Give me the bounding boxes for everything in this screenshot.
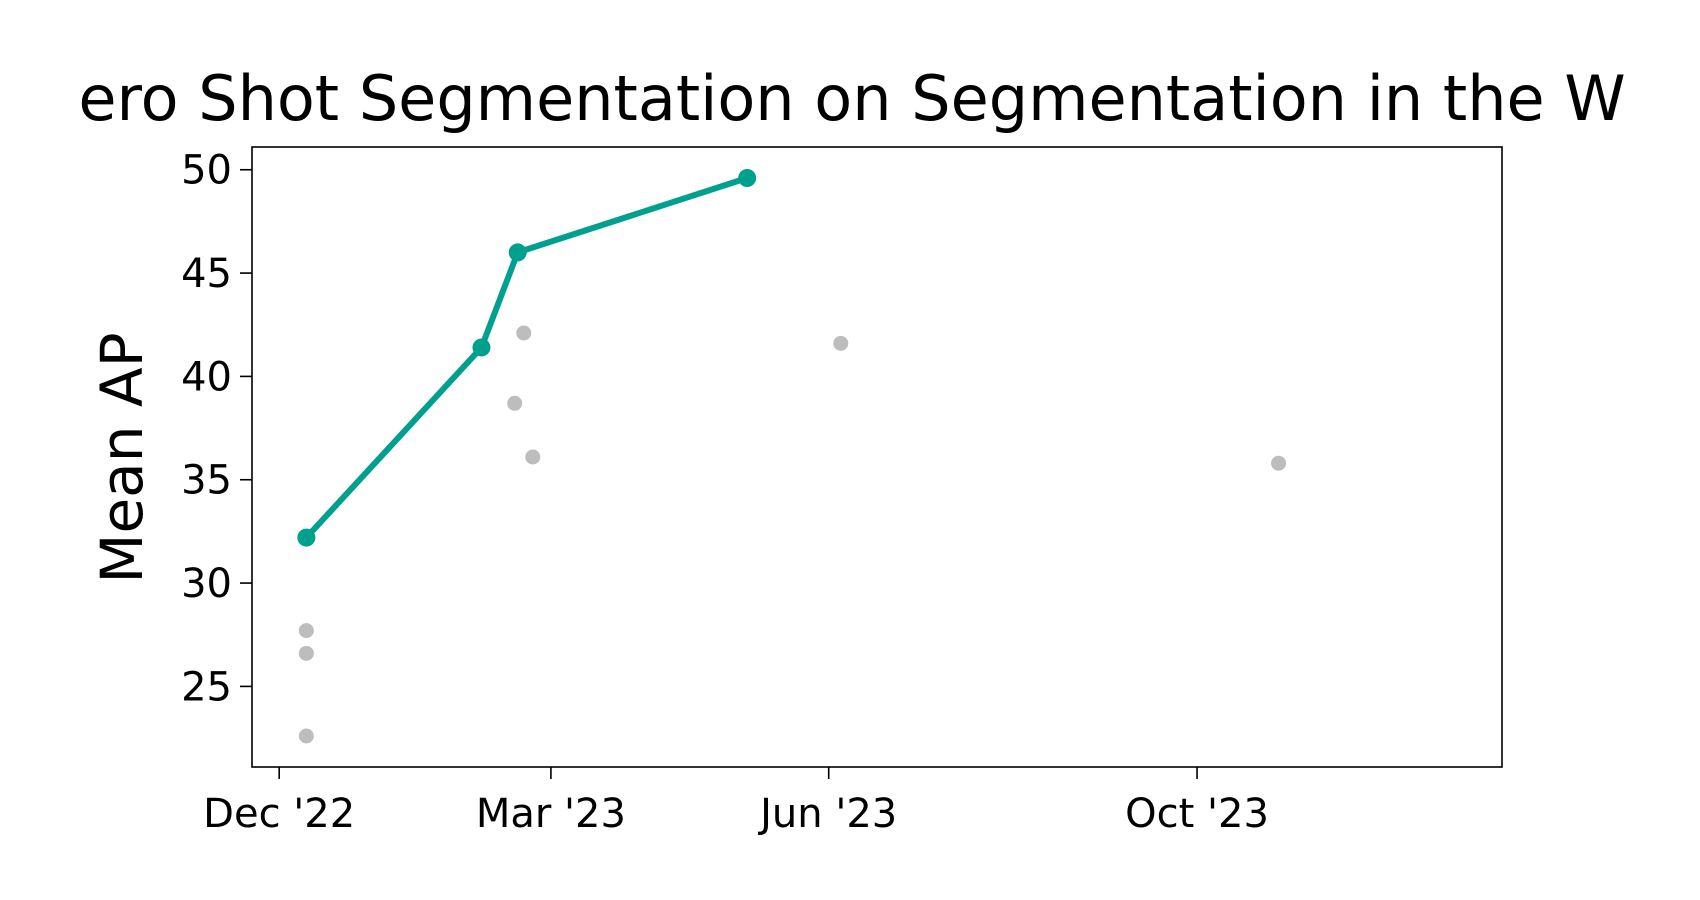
y-tick-label: 30 <box>181 561 232 607</box>
data-marks <box>297 169 1287 744</box>
x-tick-label: Dec '22 <box>203 791 355 837</box>
y-axis: 25 30 35 40 45 50 <box>181 148 252 710</box>
data-point-other <box>1271 455 1287 471</box>
y-tick-label: 25 <box>181 664 232 710</box>
data-point-other <box>507 395 523 411</box>
y-tick-label: 40 <box>181 354 232 400</box>
y-axis-label: Mean AP <box>88 332 156 583</box>
y-tick-label: 45 <box>181 251 232 297</box>
chart-title: ero Shot Segmentation on Segmentation in… <box>78 62 1625 135</box>
x-tick-label: Oct '23 <box>1125 791 1269 837</box>
data-point-best <box>472 338 491 357</box>
data-point-other <box>525 449 541 465</box>
data-point-best <box>297 528 316 547</box>
x-tick-label: Mar '23 <box>476 791 626 837</box>
data-point-best <box>738 169 757 187</box>
x-axis: Dec '22 Mar '23 Jun '23 Oct '23 <box>203 767 1269 837</box>
y-tick-label: 35 <box>181 458 232 504</box>
data-point-best <box>508 243 527 262</box>
data-point-other <box>833 335 849 351</box>
data-point-other <box>298 623 314 639</box>
data-point-other <box>298 728 314 744</box>
y-tick-label: 50 <box>181 148 232 194</box>
data-point-other <box>516 325 532 341</box>
series-line-best <box>303 175 751 541</box>
data-point-other <box>298 645 314 661</box>
plot-area <box>251 146 1503 768</box>
x-tick-label: Jun '23 <box>757 791 897 837</box>
